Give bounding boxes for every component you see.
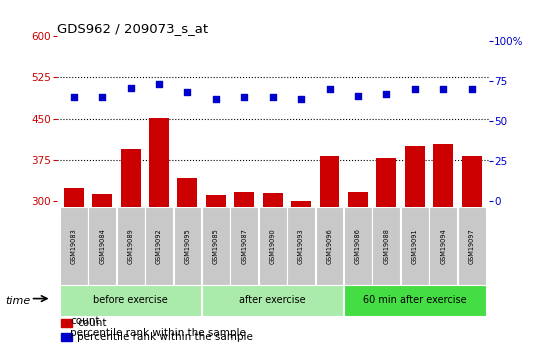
Text: GSM19083: GSM19083 [71, 228, 77, 264]
Point [325, 87, 334, 92]
Bar [344, 207, 372, 285]
Point [240, 95, 248, 100]
Bar [344, 285, 485, 316]
Point [410, 87, 419, 92]
Bar [376, 158, 396, 345]
Bar [88, 207, 116, 285]
Text: GSM19097: GSM19097 [469, 228, 475, 264]
Bar [61, 333, 72, 342]
Text: GSM19094: GSM19094 [440, 228, 446, 264]
Text: GSM19087: GSM19087 [241, 228, 247, 264]
Text: count: count [70, 316, 100, 326]
Text: before exercise: before exercise [93, 295, 168, 305]
Point [297, 96, 306, 102]
Text: GSM19096: GSM19096 [327, 228, 333, 264]
Text: percentile rank within the sample: percentile rank within the sample [77, 332, 253, 342]
Bar [145, 207, 173, 285]
Bar [149, 118, 169, 345]
Text: 60 min after exercise: 60 min after exercise [363, 295, 467, 305]
Text: after exercise: after exercise [239, 295, 306, 305]
Bar [348, 191, 368, 345]
Point [154, 82, 163, 87]
Bar [315, 207, 343, 285]
Bar [234, 191, 254, 345]
Bar [458, 207, 485, 285]
Text: percentile rank within the sample: percentile rank within the sample [70, 328, 246, 338]
Bar [173, 207, 201, 285]
Text: time: time [5, 296, 31, 306]
Bar [61, 319, 72, 327]
Point [183, 90, 192, 95]
Bar [291, 201, 311, 345]
Point [354, 93, 362, 98]
Bar [433, 144, 453, 345]
Bar [259, 207, 287, 285]
Point [467, 87, 476, 92]
Bar [117, 207, 145, 285]
Bar [60, 285, 201, 316]
Bar [206, 195, 226, 345]
Point [126, 85, 135, 90]
Bar [429, 207, 457, 285]
Bar [120, 149, 140, 345]
Text: GSM19084: GSM19084 [99, 228, 105, 264]
Text: count: count [77, 318, 107, 328]
Bar [64, 188, 84, 345]
Text: GSM19089: GSM19089 [127, 228, 133, 264]
Bar [202, 285, 343, 316]
Text: GSM19086: GSM19086 [355, 228, 361, 264]
Point [439, 87, 448, 92]
Bar [60, 207, 87, 285]
Bar [462, 156, 482, 345]
Text: GDS962 / 209073_s_at: GDS962 / 209073_s_at [57, 22, 208, 36]
Point [268, 95, 277, 100]
Bar [178, 178, 198, 345]
Bar [320, 156, 340, 345]
Bar [202, 207, 230, 285]
Text: GSM19090: GSM19090 [269, 228, 276, 264]
Bar [287, 207, 315, 285]
Text: GSM19092: GSM19092 [156, 228, 162, 264]
Point [212, 96, 220, 102]
Point [98, 95, 106, 100]
Text: GSM19085: GSM19085 [213, 228, 219, 264]
Point [382, 91, 391, 97]
Point [70, 95, 78, 100]
Bar [401, 207, 429, 285]
Bar [231, 207, 258, 285]
Text: GSM19093: GSM19093 [298, 228, 304, 264]
Bar [405, 146, 425, 345]
Bar [263, 193, 282, 345]
Bar [373, 207, 400, 285]
Bar [92, 194, 112, 345]
Text: GSM19095: GSM19095 [185, 228, 191, 264]
Text: GSM19088: GSM19088 [383, 228, 389, 264]
Text: GSM19091: GSM19091 [412, 228, 418, 264]
